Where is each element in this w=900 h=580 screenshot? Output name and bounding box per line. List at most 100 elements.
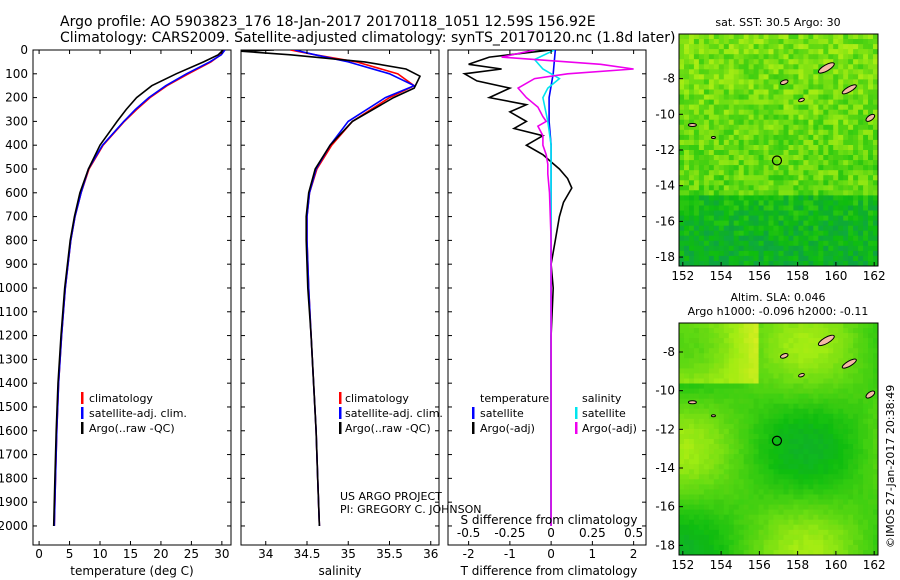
map-cell [689, 373, 695, 379]
map-cell [713, 89, 720, 96]
map-cell [803, 383, 809, 390]
map-cell [863, 69, 869, 75]
map-cell [818, 150, 824, 156]
map-cell [853, 145, 859, 151]
map-cell [793, 378, 799, 385]
map-cell [808, 423, 814, 430]
map-cell [698, 550, 705, 555]
map-cell [733, 444, 740, 450]
map-cell [679, 255, 685, 262]
map-cell [728, 220, 735, 227]
map-cell [718, 428, 725, 435]
map-cell [813, 494, 819, 501]
map-cell [813, 155, 819, 161]
map-cell [773, 474, 780, 480]
map-cell [793, 124, 799, 131]
temperature-xlabel: temperature (deg C) [70, 564, 193, 578]
map-cell [748, 544, 755, 551]
map-cell [823, 185, 829, 191]
map-cell [738, 104, 745, 111]
map-cell [793, 175, 799, 181]
map-cell [758, 89, 765, 96]
map-cell [838, 134, 844, 141]
map-cell [753, 220, 760, 227]
map-cell [728, 439, 735, 445]
map-cell [723, 534, 730, 541]
map-cell [863, 89, 869, 96]
map-cell [828, 94, 834, 101]
map-cell [798, 185, 804, 191]
map-cell [793, 489, 799, 495]
map-cell [698, 150, 705, 156]
map-cell [833, 524, 839, 531]
map-cell [793, 428, 799, 435]
map-cell [703, 160, 710, 166]
map-cell [743, 129, 750, 136]
map-cell [679, 529, 685, 536]
map-cell [728, 499, 735, 506]
map-cell [783, 544, 790, 551]
map-cell [873, 175, 878, 181]
map-cell [698, 34, 705, 40]
map-x-tick-label: 160 [824, 558, 847, 572]
map-cell [803, 185, 809, 191]
map-cell [843, 439, 849, 445]
map-cell [738, 434, 745, 440]
map-cell [733, 44, 740, 50]
map-cell [758, 79, 765, 85]
map-cell [753, 34, 760, 40]
map-cell [833, 469, 839, 475]
map-cell [838, 539, 844, 546]
map-cell [728, 373, 735, 379]
map-cell [828, 434, 834, 440]
map-cell [793, 343, 799, 349]
map-cell [743, 439, 750, 445]
map-cell [863, 215, 869, 222]
map-cell [848, 94, 854, 101]
map-cell [868, 550, 874, 555]
map-cell [813, 39, 819, 45]
map-cell [813, 408, 819, 415]
map-cell [698, 459, 705, 465]
map-cell [733, 408, 740, 415]
map-cell [713, 230, 720, 237]
map-cell [838, 484, 844, 490]
map-cell [723, 373, 730, 379]
legend-label: climatology [89, 392, 153, 405]
map-cell [708, 544, 715, 551]
map-cell [798, 484, 804, 490]
map-cell [833, 104, 839, 111]
map-cell [733, 368, 740, 374]
map-cell [798, 225, 804, 232]
map-cell [753, 255, 760, 262]
map-cell [723, 323, 730, 329]
map-cell [838, 398, 844, 405]
map-cell [738, 134, 745, 141]
map-cell [708, 398, 715, 405]
map-cell [863, 449, 869, 455]
map-cell [689, 44, 695, 50]
sla-map-title-2: Argo h1000: -0.096 h2000: -0.11 [688, 305, 869, 318]
map-cell [808, 464, 814, 470]
map-cell [708, 195, 715, 201]
map-cell [798, 69, 804, 75]
map-cell [828, 185, 834, 191]
map-cell [768, 89, 775, 96]
map-cell [703, 200, 710, 206]
map-cell [679, 119, 685, 126]
map-cell [763, 524, 770, 531]
map-cell [748, 245, 755, 252]
map-cell [718, 129, 725, 136]
map-cell [808, 54, 814, 60]
map-cell [793, 524, 799, 531]
map-cell [758, 119, 765, 126]
map-cell [833, 403, 839, 410]
map-cell [758, 160, 765, 166]
map-cell [833, 59, 839, 65]
map-cell [684, 155, 690, 161]
map-cell [848, 539, 854, 546]
map-cell [848, 378, 854, 385]
map-cell [848, 408, 854, 415]
map-cell [723, 44, 730, 50]
map-cell [703, 499, 710, 506]
